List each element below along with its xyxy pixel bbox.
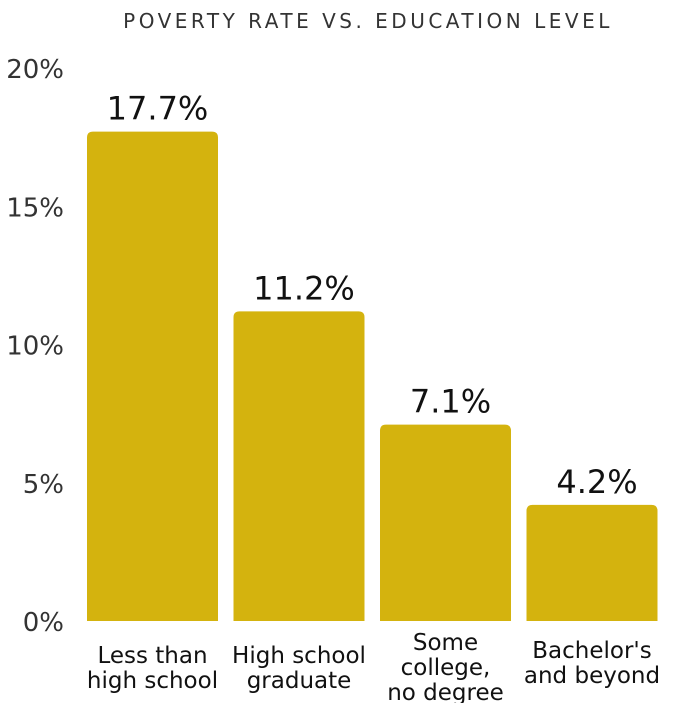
category-label-line: graduate — [247, 668, 352, 694]
bar-value-label: 7.1% — [410, 383, 491, 421]
category-label-line: and beyond — [524, 663, 660, 689]
chart-title: POVERTY RATE VS. EDUCATION LEVEL — [123, 9, 613, 33]
y-tick-label: 5% — [23, 470, 64, 500]
category-label-line: no degree — [387, 680, 504, 703]
y-tick-label: 0% — [23, 608, 64, 638]
bar-value-label: 17.7% — [107, 90, 209, 128]
category-label-line: Some — [413, 630, 478, 656]
category-label: Less than high school — [87, 643, 218, 694]
category-label-line: college, — [401, 655, 491, 681]
y-tick-label: 15% — [6, 193, 64, 223]
bar — [526, 504, 658, 621]
category-label-line: Bachelor's — [532, 638, 651, 664]
bar — [233, 311, 365, 621]
bar — [87, 131, 218, 621]
category-label: Some college, no degree — [387, 630, 504, 703]
category-label-line: Less than — [97, 643, 207, 669]
category-label: Bachelor's and beyond — [524, 638, 660, 689]
value-labels: 17.7% 11.2% 7.1% 4.2% — [107, 90, 638, 501]
category-label: High school graduate — [232, 643, 366, 694]
bar-value-label: 4.2% — [556, 463, 637, 501]
y-tick-label: 20% — [6, 55, 64, 85]
bar-value-label: 11.2% — [253, 269, 355, 307]
category-labels: Less than high school High school graduate S… — [87, 630, 660, 703]
category-label-line: High school — [232, 643, 366, 669]
bars — [87, 131, 658, 621]
y-tick-label: 10% — [6, 332, 64, 362]
bar — [380, 424, 511, 621]
y-axis-ticks: 0% 5% 10% 15% 20% — [6, 55, 64, 638]
category-label-line: high school — [87, 668, 218, 694]
